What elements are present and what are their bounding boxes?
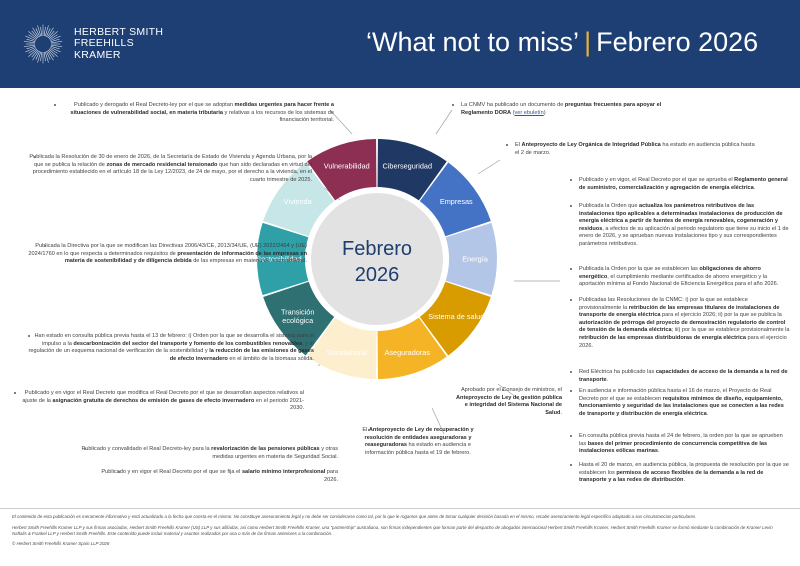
donut-segment-label: Aseguradoras — [385, 348, 431, 357]
donut-center-year: 2026 — [355, 264, 400, 286]
bullet-icon — [54, 104, 57, 107]
donut-segment-sostenibilidad[interactable] — [257, 222, 309, 296]
page-title: ‘What not to miss’ | Febrero 2026 — [366, 26, 758, 58]
bullet-icon — [34, 156, 37, 159]
note-energia-7: En consulta pública previa hasta el 24 d… — [570, 433, 790, 456]
note-sociolaboral-2: Publicado y en vigor el Real Decreto por… — [96, 469, 338, 484]
footer-disclaimer: El contenido de esta publicación es mera… — [12, 514, 697, 519]
bullet-icon — [44, 245, 47, 248]
note-text: El Anteproyecto de Ley de recuperación y… — [362, 427, 474, 456]
note-text: Publicado y en vigor el Real Decreto que… — [22, 390, 304, 412]
note-text: La CNMV ha publicado un documento de pre… — [461, 102, 662, 116]
note-vulnerabilidad: Publicado y derogado el Real Decreto-ley… — [44, 102, 334, 125]
donut-segment-energ-a[interactable] — [445, 222, 497, 296]
bullet-icon — [570, 299, 573, 302]
page-header: HERBERT SMITH FREEHILLS KRAMER ‘What not… — [0, 0, 800, 88]
note-text: Hasta el 20 de marzo, en audiencia públi… — [579, 462, 789, 484]
bullet-icon — [84, 448, 87, 451]
category-donut-chart: Ciberseguridad Empresas Energía Sistema de … — [253, 135, 501, 383]
page-title-quote: ‘What not to miss’ — [366, 27, 580, 57]
bullet-icon — [452, 104, 455, 107]
donut-segment-vulnerabilidad[interactable] — [307, 139, 377, 201]
donut-segment-label: Energía — [462, 255, 488, 264]
note-energia-2: Publicada la Orden que actualiza los par… — [570, 203, 790, 249]
note-text: Han estado en consulta pública previa ha… — [28, 333, 314, 362]
note-text: Aprobado por el Consejo de ministros, el… — [456, 387, 562, 416]
note-text: Publicado y en vigor, el Real Decreto po… — [579, 177, 788, 191]
note-text: Publicado y en vigor el Real Decreto por… — [101, 469, 338, 483]
note-text: En consulta pública previa hasta el 24 d… — [579, 433, 783, 455]
note-text: Publicado y convalidado el Real Decreto-… — [81, 446, 338, 460]
bullet-icon — [368, 429, 371, 432]
bullet-icon — [570, 205, 573, 208]
donut-segment-aseguradoras[interactable] — [377, 317, 447, 379]
donut-segment-label: Empresas — [440, 197, 473, 206]
note-energia-4: Publicadas las Resoluciones de la CNMC: … — [570, 297, 790, 350]
donut-segment-label: Sistema de salud — [428, 312, 484, 321]
donut-segment-sociolaboral[interactable] — [307, 317, 377, 379]
brand-line-3: KRAMER — [74, 48, 121, 61]
note-text: En audiencia e información pública hasta… — [579, 388, 784, 417]
note-sistema-de-salud: Aprobado por el Consejo de ministros, el… — [452, 387, 562, 417]
bullet-icon — [118, 471, 121, 474]
note-energia-3: Publicada la Orden por la que se estable… — [570, 266, 790, 289]
title-separator: | — [584, 27, 592, 57]
note-text: Publicado y derogado el Real Decreto-ley… — [70, 102, 334, 124]
note-sociolaboral-1: Publicado y convalidado el Real Decreto-… — [62, 446, 338, 461]
donut-segment-empresas[interactable] — [419, 162, 491, 237]
sunburst-logo-icon — [23, 24, 63, 64]
donut-center-month: Febrero — [342, 238, 412, 260]
note-energia-1: Publicado y en vigor, el Real Decreto po… — [570, 177, 790, 192]
page-footer: El contenido de esta publicación es mera… — [0, 508, 800, 566]
note-empresas: El Anteproyecto de Ley Orgánica de Integ… — [506, 142, 756, 157]
brand-line-1: HERBERT SMITH — [74, 25, 164, 38]
bullet-icon — [570, 179, 573, 182]
donut-segment-vivienda[interactable] — [263, 162, 335, 237]
footer-copyright: © Herbert Smith Freehills Kramer Spain L… — [12, 541, 110, 547]
donut-segment-sistema-de-salud[interactable] — [419, 281, 491, 356]
note-ciberseguridad: La CNMV ha publicado un documento de pre… — [452, 102, 682, 117]
donut-segment-label: Ciberseguridad — [383, 161, 433, 170]
note-text: Red Eléctrica ha publicado las capacidad… — [579, 369, 788, 383]
note-text: Publicada la Orden por la que se estable… — [579, 266, 779, 288]
note-transicion-ecologica-1: Han estado en consulta pública previa ha… — [22, 333, 314, 363]
bullet-icon — [506, 144, 509, 147]
donut-segment-label: Transición ecológica — [281, 308, 314, 325]
note-transicion-ecologica-2: Publicado y en vigor el Real Decreto que… — [14, 390, 304, 413]
donut-segment-label: Sociolaboral — [327, 348, 368, 357]
note-vivienda: Publicada la Resolución de 30 de enero d… — [22, 154, 312, 184]
bullet-icon — [570, 390, 573, 393]
note-text: Publicada la Directiva por la que se mod… — [28, 243, 307, 265]
footer-firm-note: Herbert Smith Freehills Kramer LLP y sus… — [12, 524, 773, 536]
bullet-icon — [570, 268, 573, 271]
note-energia-6: En audiencia e información pública hasta… — [570, 388, 790, 418]
donut-segment-label: Sostenibilidad — [256, 255, 301, 264]
bullet-icon — [14, 392, 17, 395]
brand-logo: HERBERT SMITH FREEHILLS KRAMER — [22, 23, 163, 65]
donut-segment-label: Vulnerabilidad — [324, 161, 370, 170]
donut-center-hub — [311, 193, 443, 325]
donut-segment-transici-n-ecol-gica[interactable] — [263, 281, 335, 356]
note-sostenibilidad: Publicada la Directiva por la que se mod… — [22, 243, 307, 266]
donut-segment-label: Vivienda — [284, 197, 313, 206]
note-energia-8: Hasta el 20 de marzo, en audiencia públi… — [570, 462, 790, 485]
note-aseguradoras: El Anteproyecto de Ley de recuperación y… — [352, 427, 484, 457]
note-text: Publicadas las Resoluciones de la CNMC: … — [579, 297, 790, 349]
brand-wordmark: HERBERT SMITH FREEHILLS KRAMER — [74, 25, 164, 62]
note-text: Publicada la Resolución de 30 de enero d… — [29, 154, 312, 183]
bullet-icon — [28, 335, 31, 338]
bullet-icon — [502, 389, 505, 392]
bullet-icon — [570, 371, 573, 374]
brand-line-2: FREEHILLS — [74, 37, 134, 50]
page-title-month: Febrero 2026 — [596, 27, 759, 57]
bullet-icon — [570, 435, 573, 438]
note-energia-5: Red Eléctrica ha publicado las capacidad… — [570, 369, 790, 384]
bullet-icon — [570, 464, 573, 467]
donut-segment-ciberseguridad[interactable] — [377, 139, 447, 201]
infographic-body: Ciberseguridad Empresas Energía Sistema de … — [0, 88, 800, 508]
note-text: El Anteproyecto de Ley Orgánica de Integ… — [515, 142, 755, 156]
note-text: Publicada la Orden que actualiza los par… — [579, 203, 789, 247]
